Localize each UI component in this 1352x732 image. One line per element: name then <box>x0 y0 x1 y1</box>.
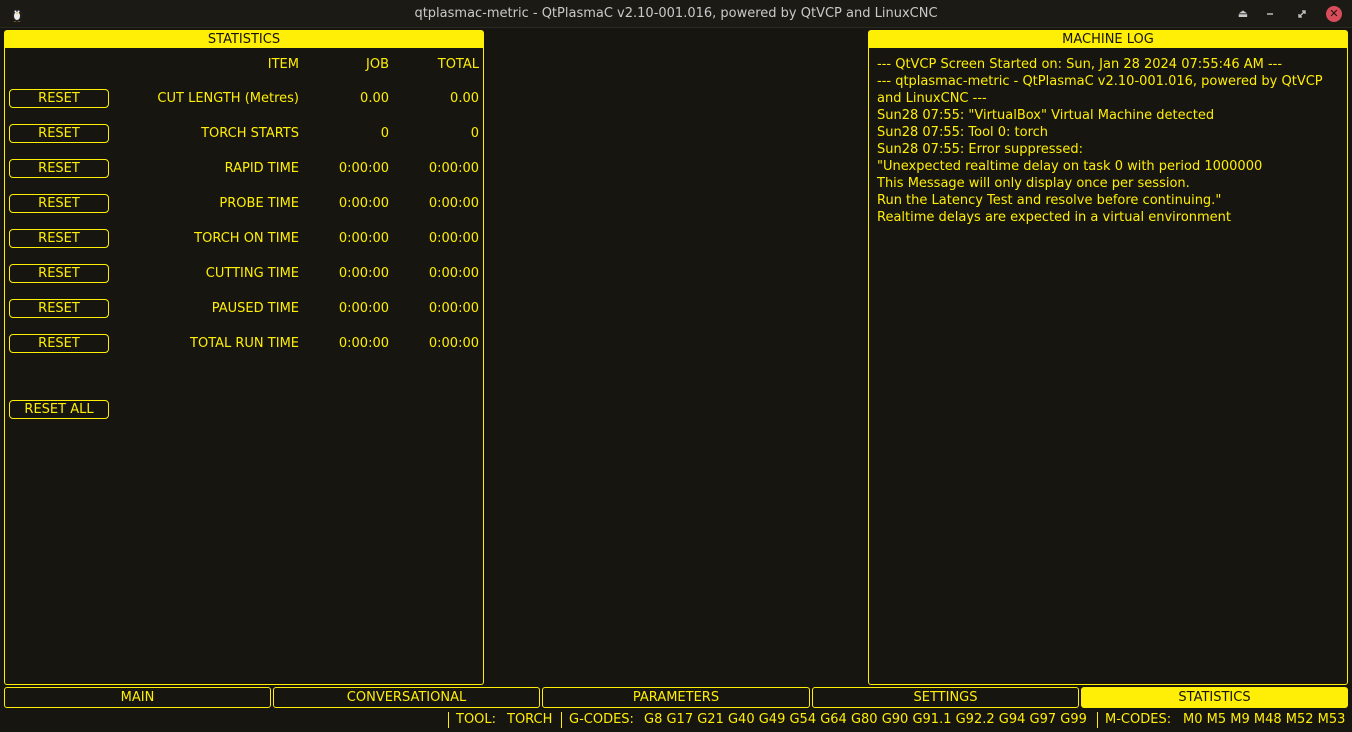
stat-total-value: 0:00:00 <box>428 161 479 176</box>
column-header-item: ITEM <box>267 57 299 72</box>
stat-item-label: TOTAL RUN TIME <box>190 336 299 351</box>
stats-row-total-run-time: RESET TOTAL RUN TIME 0:00:00 0:00:00 <box>5 334 483 354</box>
tab-parameters[interactable]: PARAMETERS <box>542 687 810 708</box>
status-mcodes-label: M-CODES: <box>1105 712 1172 727</box>
stats-row-probe-time: RESET PROBE TIME 0:00:00 0:00:00 <box>5 194 483 214</box>
maximize-icon[interactable] <box>1294 6 1310 22</box>
stat-job-value: 0:00:00 <box>338 266 389 281</box>
machine-log-text[interactable]: --- QtVCP Screen Started on: Sun, Jan 28… <box>869 48 1347 234</box>
stat-job-value: 0:00:00 <box>338 161 389 176</box>
tab-statistics[interactable]: STATISTICS <box>1081 687 1348 708</box>
minimize-icon[interactable] <box>1262 6 1278 22</box>
column-header-job: JOB <box>366 57 389 72</box>
stat-job-value: 0 <box>380 126 389 141</box>
stats-row-torch-on-time: RESET TORCH ON TIME 0:00:00 0:00:00 <box>5 229 483 249</box>
stat-job-value: 0:00:00 <box>338 301 389 316</box>
stat-total-value: 0:00:00 <box>428 266 479 281</box>
title-bar: qtplasmac-metric - QtPlasmaC v2.10-001.0… <box>0 0 1352 28</box>
stat-job-value: 0:00:00 <box>338 336 389 351</box>
stat-total-value: 0 <box>470 126 479 141</box>
stat-item-label: TORCH ON TIME <box>194 231 299 246</box>
stat-total-value: 0:00:00 <box>428 301 479 316</box>
stat-item-label: CUTTING TIME <box>205 266 299 281</box>
log-line: Sun28 07:55: Error suppressed: <box>877 142 1083 157</box>
reset-total-run-time-button[interactable]: RESET <box>9 334 109 353</box>
stat-job-value: 0:00:00 <box>338 231 389 246</box>
column-header-total: TOTAL <box>437 57 479 72</box>
window-title: qtplasmac-metric - QtPlasmaC v2.10-001.0… <box>414 6 938 21</box>
reset-rapid-time-button[interactable]: RESET <box>9 159 109 178</box>
machine-log-panel: MACHINE LOG --- QtVCP Screen Started on:… <box>868 30 1348 685</box>
stat-total-value: 0:00:00 <box>428 196 479 211</box>
close-icon[interactable]: ✕ <box>1326 6 1342 22</box>
status-separator <box>448 712 449 728</box>
statistics-header: STATISTICS <box>5 31 483 48</box>
stat-item-label: PAUSED TIME <box>211 301 299 316</box>
stat-job-value: 0.00 <box>360 91 389 106</box>
machine-log-header: MACHINE LOG <box>869 31 1347 48</box>
keep-above-icon[interactable]: ⏏ <box>1237 7 1249 20</box>
log-line: Sun28 07:55: Tool 0: torch <box>877 125 1049 140</box>
log-line: "Unexpected realtime delay on task 0 wit… <box>877 159 1263 174</box>
status-mcodes-value: M0 M5 M9 M48 M52 M53 <box>1183 712 1346 727</box>
log-line: This Message will only display once per … <box>877 176 1190 191</box>
log-line: --- qtplasmac-metric - QtPlasmaC v2.10-0… <box>877 74 1327 106</box>
reset-cutting-time-button[interactable]: RESET <box>9 264 109 283</box>
stats-row-paused-time: RESET PAUSED TIME 0:00:00 0:00:00 <box>5 299 483 319</box>
stats-row-rapid-time: RESET RAPID TIME 0:00:00 0:00:00 <box>5 159 483 179</box>
status-separator <box>561 712 562 728</box>
stat-total-value: 0:00:00 <box>428 231 479 246</box>
statistics-column-headers: ITEM JOB TOTAL <box>5 55 483 75</box>
reset-paused-time-button[interactable]: RESET <box>9 299 109 318</box>
reset-all-button[interactable]: RESET ALL <box>9 400 109 419</box>
stats-row-cutting-time: RESET CUTTING TIME 0:00:00 0:00:00 <box>5 264 483 284</box>
status-gcodes-value: G8 G17 G21 G40 G49 G54 G64 G80 G90 G91.1… <box>644 712 1087 727</box>
stats-row-cut-length: RESET CUT LENGTH (Metres) 0.00 0.00 <box>5 89 483 109</box>
log-line: Realtime delays are expected in a virtua… <box>877 210 1232 225</box>
reset-cut-length-button[interactable]: RESET <box>9 89 109 108</box>
status-separator <box>1097 712 1098 728</box>
status-tool-label: TOOL: <box>456 712 497 727</box>
reset-probe-time-button[interactable]: RESET <box>9 194 109 213</box>
statistics-panel: STATISTICS ITEM JOB TOTAL RESET CUT LENG… <box>4 30 484 685</box>
reset-torch-on-time-button[interactable]: RESET <box>9 229 109 248</box>
stat-total-value: 0.00 <box>450 91 479 106</box>
reset-torch-starts-button[interactable]: RESET <box>9 124 109 143</box>
log-line: --- QtVCP Screen Started on: Sun, Jan 28… <box>877 57 1283 72</box>
tab-conversational[interactable]: CONVERSATIONAL <box>273 687 540 708</box>
stat-item-label: RAPID TIME <box>224 161 299 176</box>
app-icon[interactable] <box>9 6 25 22</box>
stat-item-label: PROBE TIME <box>219 196 299 211</box>
stat-job-value: 0:00:00 <box>338 196 389 211</box>
log-line: Sun28 07:55: "VirtualBox" Virtual Machin… <box>877 108 1215 123</box>
stat-total-value: 0:00:00 <box>428 336 479 351</box>
stat-item-label: TORCH STARTS <box>201 126 299 141</box>
tab-main[interactable]: MAIN <box>4 687 271 708</box>
tab-settings[interactable]: SETTINGS <box>812 687 1079 708</box>
log-line: Run the Latency Test and resolve before … <box>877 193 1222 208</box>
stat-item-label: CUT LENGTH (Metres) <box>157 91 299 106</box>
stats-row-torch-starts: RESET TORCH STARTS 0 0 <box>5 124 483 144</box>
status-tool-value: TORCH <box>507 712 553 727</box>
status-gcodes-label: G-CODES: <box>569 712 634 727</box>
